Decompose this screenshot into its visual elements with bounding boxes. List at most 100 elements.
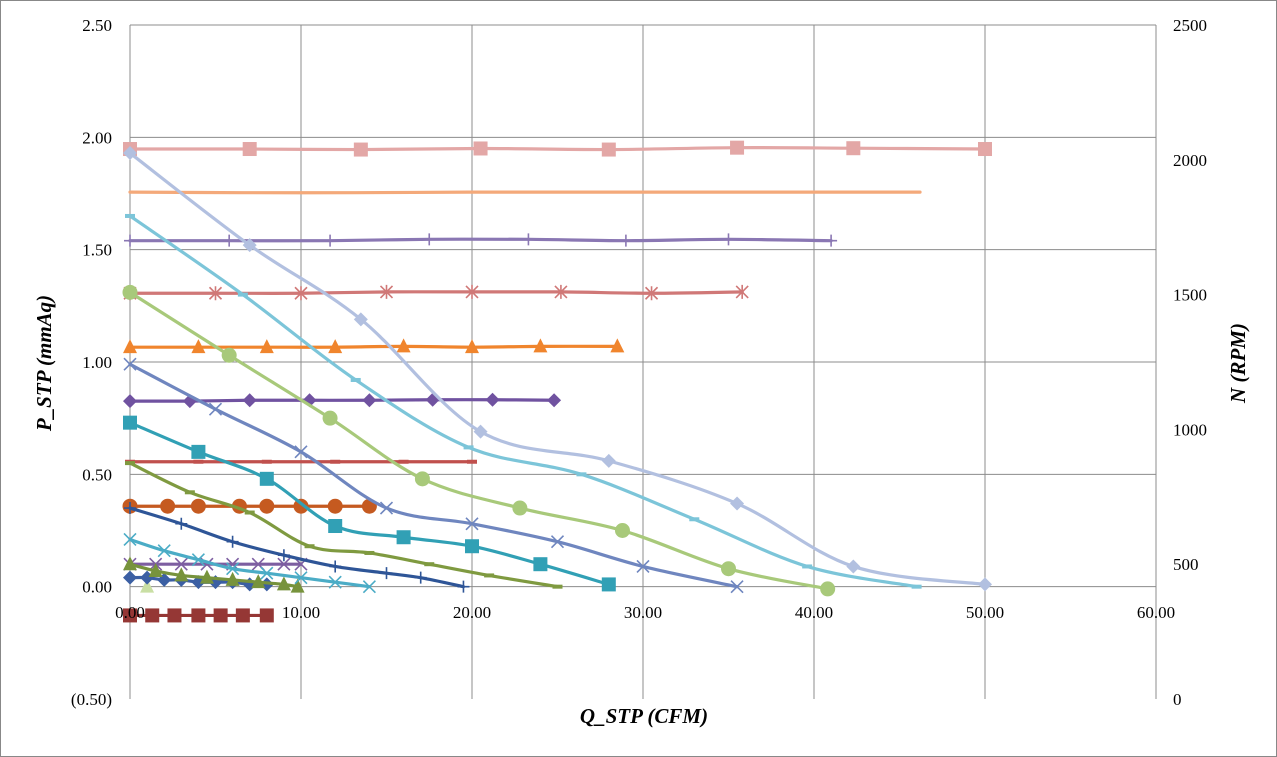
data-point — [610, 338, 625, 353]
data-point — [242, 142, 257, 157]
data-point — [290, 578, 305, 593]
data-point — [261, 459, 272, 464]
y2-tick-label: 2500 — [1173, 16, 1207, 35]
x-tick-label: 10.00 — [282, 603, 320, 622]
data-point — [547, 393, 562, 408]
series-line — [128, 537, 371, 589]
data-point — [213, 608, 228, 623]
data-point — [380, 567, 393, 580]
y2-tick-label: 1000 — [1173, 420, 1207, 439]
data-point — [554, 284, 568, 299]
series-line — [128, 290, 830, 591]
data-point — [191, 553, 205, 567]
rpm-series-10 — [123, 140, 992, 157]
data-point — [235, 608, 250, 623]
data-point — [820, 581, 836, 597]
data-point — [123, 339, 137, 354]
data-point — [379, 501, 394, 515]
data-point — [328, 575, 342, 589]
pressure-series-4 — [123, 532, 376, 594]
x-tick-label: 0.00 — [115, 603, 145, 622]
rpm-series-7 — [123, 284, 749, 301]
data-point — [322, 410, 338, 426]
data-point — [601, 142, 616, 157]
data-point — [294, 571, 308, 585]
data-point — [259, 498, 275, 514]
data-point — [324, 234, 337, 247]
data-point — [123, 146, 137, 161]
data-point — [473, 424, 488, 439]
data-point — [223, 234, 236, 247]
data-point — [802, 564, 813, 569]
data-point — [467, 459, 477, 464]
data-point — [123, 415, 137, 430]
data-point — [124, 234, 136, 247]
data-point — [122, 284, 138, 300]
pressure-series-3 — [123, 556, 305, 593]
data-point — [601, 577, 616, 592]
data-point — [293, 498, 309, 514]
pressure-series-6 — [125, 461, 563, 589]
data-point — [825, 234, 838, 247]
y2-tick-label: 0 — [1173, 690, 1182, 709]
data-point — [353, 312, 368, 327]
data-point — [636, 559, 650, 574]
data-point — [533, 338, 548, 353]
series-line — [128, 362, 739, 589]
data-point — [244, 510, 255, 515]
data-point — [276, 576, 291, 591]
data-point — [721, 561, 736, 577]
data-point — [614, 523, 630, 538]
pressure-series-9 — [122, 284, 836, 597]
y2-tick-label: 2000 — [1173, 151, 1207, 170]
pressure-series-1 — [140, 578, 155, 593]
data-point — [978, 577, 992, 592]
series-line — [128, 344, 619, 349]
data-point — [160, 498, 176, 514]
data-point — [414, 471, 430, 487]
rpm-series-6 — [123, 338, 625, 354]
y2-tick-label: 500 — [1173, 555, 1199, 574]
pressure-series-11 — [123, 146, 992, 592]
data-point — [237, 292, 248, 297]
data-point — [125, 213, 135, 218]
data-point — [123, 532, 137, 547]
data-point — [730, 496, 745, 511]
pressure-series-7 — [123, 415, 616, 592]
data-point — [304, 544, 315, 549]
data-point — [576, 472, 587, 477]
data-point — [550, 535, 565, 549]
data-point — [911, 584, 922, 589]
data-point — [978, 142, 992, 157]
rpm-series-3 — [122, 498, 377, 514]
data-point — [225, 571, 240, 586]
pressure-series-8 — [123, 357, 744, 594]
series-line — [128, 421, 611, 587]
data-point — [329, 560, 342, 573]
data-point — [689, 517, 700, 522]
data-point — [722, 233, 735, 246]
data-point — [846, 141, 861, 156]
data-point — [644, 286, 659, 301]
y-tick-label: 1.50 — [82, 241, 112, 260]
data-point — [484, 573, 495, 578]
data-point — [145, 608, 160, 623]
data-point — [350, 377, 361, 382]
data-point — [465, 284, 479, 299]
data-point — [123, 394, 137, 409]
data-point — [328, 519, 343, 534]
gridlines — [129, 24, 1157, 699]
data-point — [125, 461, 135, 466]
data-point — [242, 393, 257, 408]
data-point — [730, 580, 744, 594]
rpm-series-9 — [128, 190, 922, 195]
x-tick-label: 50.00 — [966, 603, 1004, 622]
data-point — [465, 339, 479, 354]
x-tick-label: 30.00 — [624, 603, 662, 622]
series-line — [128, 151, 987, 587]
data-point — [327, 498, 343, 514]
data-point — [396, 530, 411, 545]
data-point — [123, 556, 137, 571]
y-tick-label: 0.00 — [82, 578, 112, 597]
